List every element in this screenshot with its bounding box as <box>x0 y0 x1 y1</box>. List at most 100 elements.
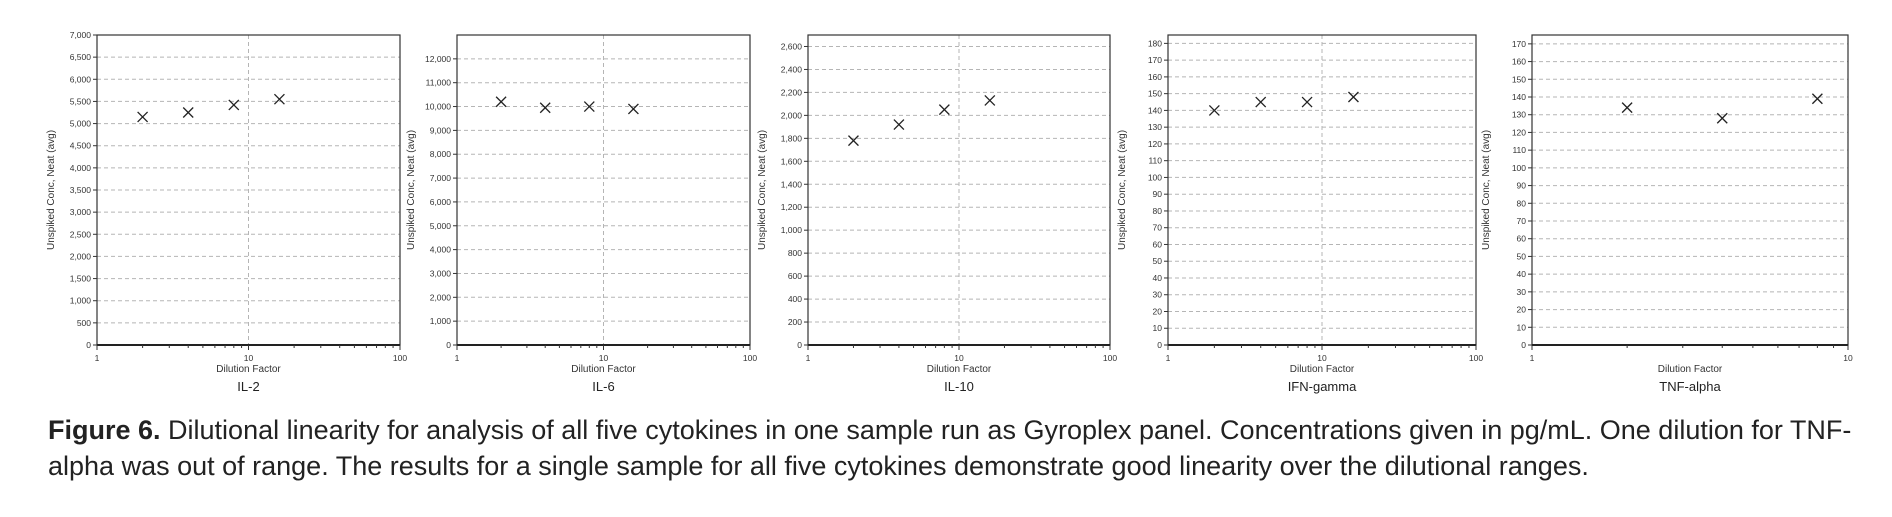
x-tick-label: 10 <box>599 353 609 363</box>
data-point <box>539 102 551 114</box>
y-tick-label: 30 <box>1517 287 1527 297</box>
data-point <box>938 104 950 116</box>
data-point <box>984 94 996 106</box>
y-axis-label: Unspiked Conc, Neat (avg) <box>406 130 417 250</box>
y-tick-label: 1,000 <box>781 225 803 235</box>
x-axis-label: Dilution Factor <box>927 364 992 375</box>
y-tick-label: 4,500 <box>70 141 92 151</box>
chart-panel-5: 0102030405060708090100110120130140150160… <box>1481 34 1853 394</box>
x-axis-label: Dilution Factor <box>1290 364 1355 375</box>
chart-title: IFN-gamma <box>1288 379 1357 394</box>
y-tick-label: 11,000 <box>426 78 452 88</box>
y-tick-label: 40 <box>1517 269 1527 279</box>
x-tick-label: 10 <box>954 353 964 363</box>
y-tick-label: 20 <box>1517 305 1527 315</box>
y-tick-label: 600 <box>788 271 802 281</box>
y-tick-label: 170 <box>1148 55 1162 65</box>
y-tick-label: 2,600 <box>781 41 803 51</box>
y-tick-label: 80 <box>1153 206 1163 216</box>
y-tick-label: 120 <box>1148 139 1162 149</box>
y-tick-label: 400 <box>788 294 802 304</box>
y-tick-label: 170 <box>1512 39 1526 49</box>
y-tick-label: 20 <box>1153 306 1163 316</box>
data-point <box>893 119 905 131</box>
data-point <box>182 107 194 118</box>
x-tick-label: 100 <box>1103 353 1117 363</box>
y-tick-label: 4,000 <box>430 245 452 255</box>
x-tick-label: 100 <box>743 353 757 363</box>
x-tick-label: 1 <box>1166 353 1171 363</box>
y-axis-label: Unspiked Conc, Neat (avg) <box>1481 130 1492 250</box>
y-tick-label: 2,000 <box>781 110 803 120</box>
data-point <box>137 111 149 123</box>
y-tick-label: 110 <box>1148 156 1162 166</box>
y-tick-label: 1,500 <box>70 274 92 284</box>
y-tick-label: 8,000 <box>430 149 452 159</box>
y-tick-label: 4,000 <box>70 163 92 173</box>
y-tick-label: 6,000 <box>70 74 92 84</box>
chart-panel-4: 0102030405060708090100110120130140150160… <box>1117 34 1483 394</box>
x-tick-label: 100 <box>393 353 407 363</box>
caption-label: Figure 6. <box>48 415 161 445</box>
y-tick-label: 1,000 <box>430 316 452 326</box>
y-tick-label: 0 <box>1521 340 1526 350</box>
y-tick-label: 5,000 <box>70 119 92 129</box>
data-point <box>228 99 240 111</box>
y-tick-label: 10,000 <box>425 102 451 112</box>
caption-text: Dilutional linearity for analysis of all… <box>48 415 1852 481</box>
y-tick-label: 6,500 <box>70 52 92 62</box>
x-tick-label: 10 <box>1843 353 1853 363</box>
x-tick-label: 10 <box>1317 353 1327 363</box>
y-axis-label: Unspiked Conc, Neat (avg) <box>757 130 768 250</box>
y-tick-label: 160 <box>1148 72 1162 82</box>
y-tick-label: 500 <box>77 318 91 328</box>
y-tick-label: 100 <box>1512 163 1526 173</box>
data-point <box>1811 93 1823 105</box>
y-tick-label: 2,000 <box>70 251 92 261</box>
data-point <box>583 101 595 112</box>
y-tick-label: 180 <box>1148 38 1162 48</box>
y-tick-label: 2,000 <box>430 292 452 302</box>
chart-title: IL-2 <box>237 379 259 394</box>
y-tick-label: 50 <box>1517 251 1527 261</box>
y-tick-label: 3,500 <box>70 185 92 195</box>
y-tick-label: 12,000 <box>425 54 451 64</box>
y-tick-label: 0 <box>1157 340 1162 350</box>
y-tick-label: 3,000 <box>430 268 452 278</box>
y-tick-label: 80 <box>1517 198 1527 208</box>
data-point <box>1208 104 1220 116</box>
y-tick-label: 3,000 <box>70 207 92 217</box>
y-tick-label: 140 <box>1148 105 1162 115</box>
y-tick-label: 60 <box>1517 234 1527 244</box>
x-tick-label: 1 <box>1530 353 1535 363</box>
y-tick-label: 2,500 <box>70 229 92 239</box>
y-tick-label: 10 <box>1153 323 1163 333</box>
y-tick-label: 130 <box>1148 122 1162 132</box>
y-tick-label: 0 <box>86 340 91 350</box>
x-tick-label: 1 <box>455 353 460 363</box>
y-tick-label: 30 <box>1153 290 1163 300</box>
y-tick-label: 160 <box>1512 57 1526 67</box>
y-tick-label: 200 <box>788 317 802 327</box>
data-point <box>495 96 507 108</box>
y-tick-label: 150 <box>1512 74 1526 84</box>
x-tick-label: 100 <box>1469 353 1483 363</box>
y-tick-label: 0 <box>797 340 802 350</box>
y-tick-label: 10 <box>1517 322 1527 332</box>
plot-frame <box>1531 34 1849 346</box>
y-tick-label: 2,400 <box>781 64 803 74</box>
y-axis-label: Unspiked Conc, Neat (avg) <box>46 130 57 250</box>
y-tick-label: 9,000 <box>430 125 452 135</box>
x-axis-label: Dilution Factor <box>1658 364 1723 375</box>
data-point <box>1621 102 1633 114</box>
y-tick-label: 150 <box>1148 89 1162 99</box>
y-tick-label: 50 <box>1153 256 1163 266</box>
data-point <box>1716 112 1728 124</box>
y-tick-label: 6,000 <box>430 197 452 207</box>
y-tick-label: 2,200 <box>781 87 803 97</box>
y-tick-label: 1,400 <box>781 179 803 189</box>
y-tick-label: 130 <box>1512 110 1526 120</box>
y-tick-label: 110 <box>1512 145 1526 155</box>
chart-panel-3: 0 200 400 600 800 1,000 1,200 1,400 1,600 1,800 2,… <box>757 34 1117 394</box>
data-point <box>1301 96 1313 108</box>
